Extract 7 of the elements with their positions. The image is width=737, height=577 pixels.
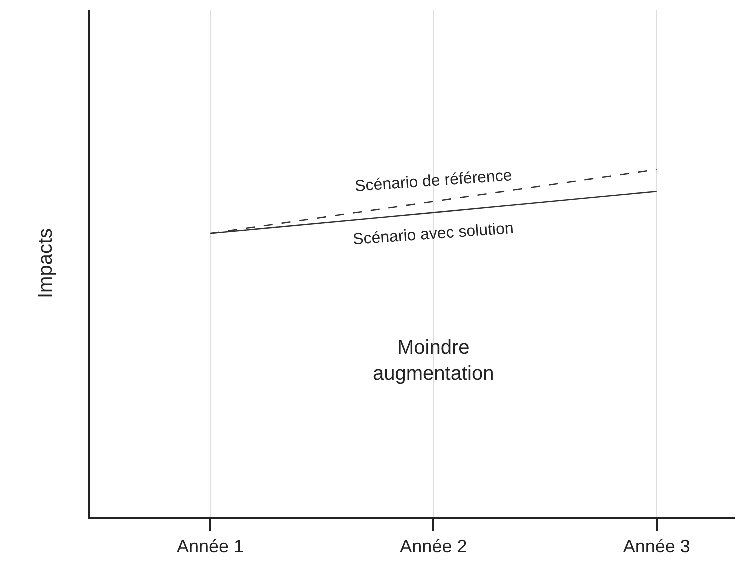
annotation: Moindre augmentation <box>373 337 494 385</box>
series-label: Scénario de référence <box>354 168 513 196</box>
x-tick-label: Année 2 <box>400 536 468 557</box>
x-tick-label: Année 1 <box>176 536 244 557</box>
series-label: Scénario avec solution <box>352 220 514 249</box>
x-tick-label: Année 3 <box>623 536 690 557</box>
y-axis-title: Impacts <box>35 228 57 299</box>
